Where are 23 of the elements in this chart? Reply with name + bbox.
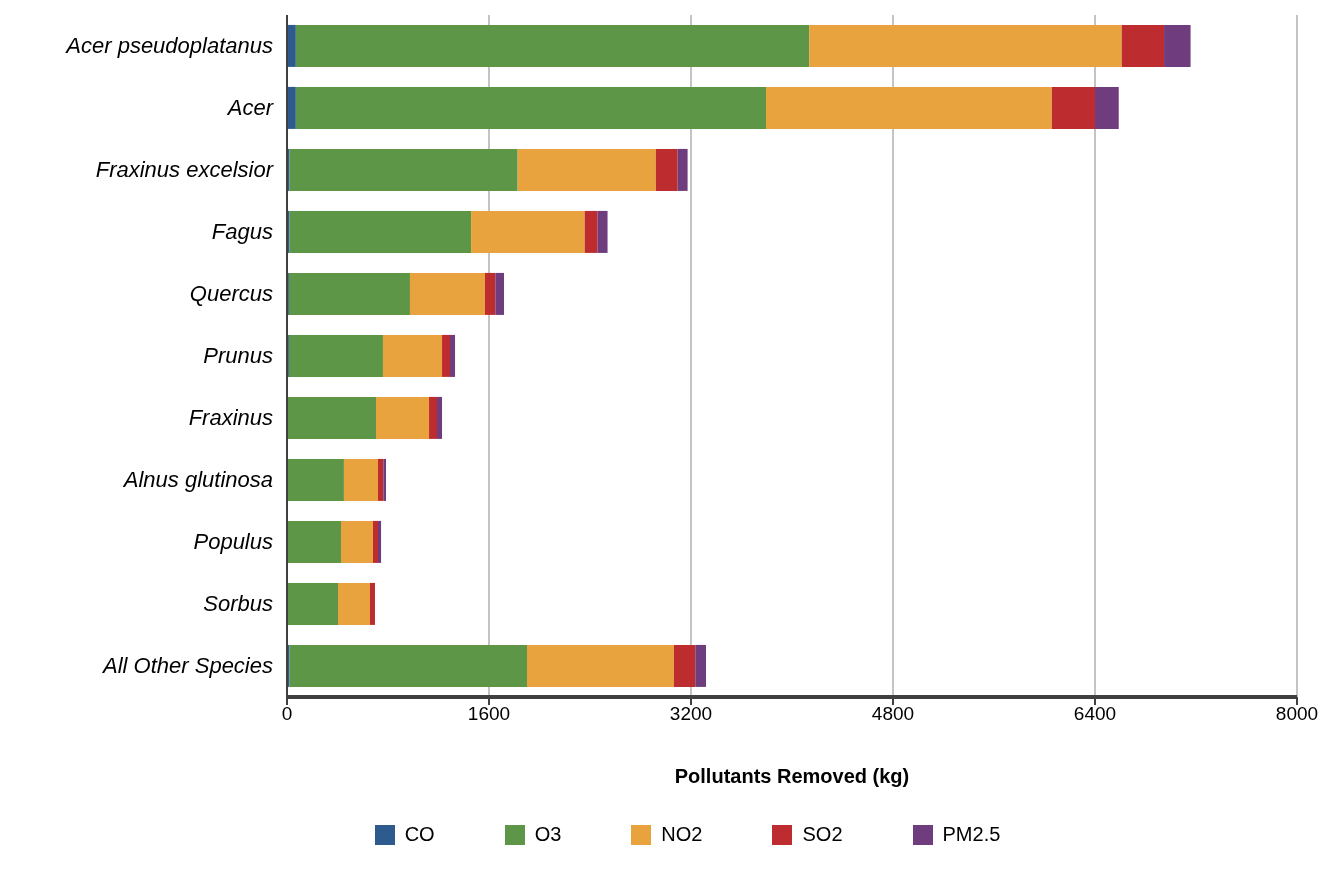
x-tick-label: 1600 xyxy=(467,703,511,725)
x-tick-label: 0 xyxy=(281,703,293,725)
y-tick-label: Acer pseudoplatanus xyxy=(64,33,273,58)
y-tick-label: Sorbus xyxy=(203,591,273,616)
x-tick-label: 6400 xyxy=(1073,703,1117,725)
y-tick-label: Prunus xyxy=(203,343,273,368)
y-tick-label: Quercus xyxy=(189,281,273,306)
y-tick-label: Fraxinus xyxy=(188,405,273,430)
legend-label: PM2.5 xyxy=(942,823,1001,846)
y-tick-label: Acer xyxy=(225,95,275,120)
x-tick-label: 8000 xyxy=(1275,703,1319,725)
y-tick-label: Fagus xyxy=(211,219,273,244)
y-tick-label: Populus xyxy=(193,529,273,554)
y-tick-label: Alnus glutinosa xyxy=(121,467,273,492)
legend-label: O3 xyxy=(534,823,562,846)
legend-label: SO2 xyxy=(802,823,843,846)
x-axis-title: Pollutants Removed (kg) xyxy=(674,765,910,787)
legend-label: CO xyxy=(404,823,435,846)
legend-label: NO2 xyxy=(661,823,703,846)
y-tick-label: Fraxinus excelsior xyxy=(95,157,275,182)
x-tick-label: 3200 xyxy=(669,703,713,725)
x-tick-label: 4800 xyxy=(871,703,915,725)
y-tick-label: All Other Species xyxy=(101,653,273,678)
